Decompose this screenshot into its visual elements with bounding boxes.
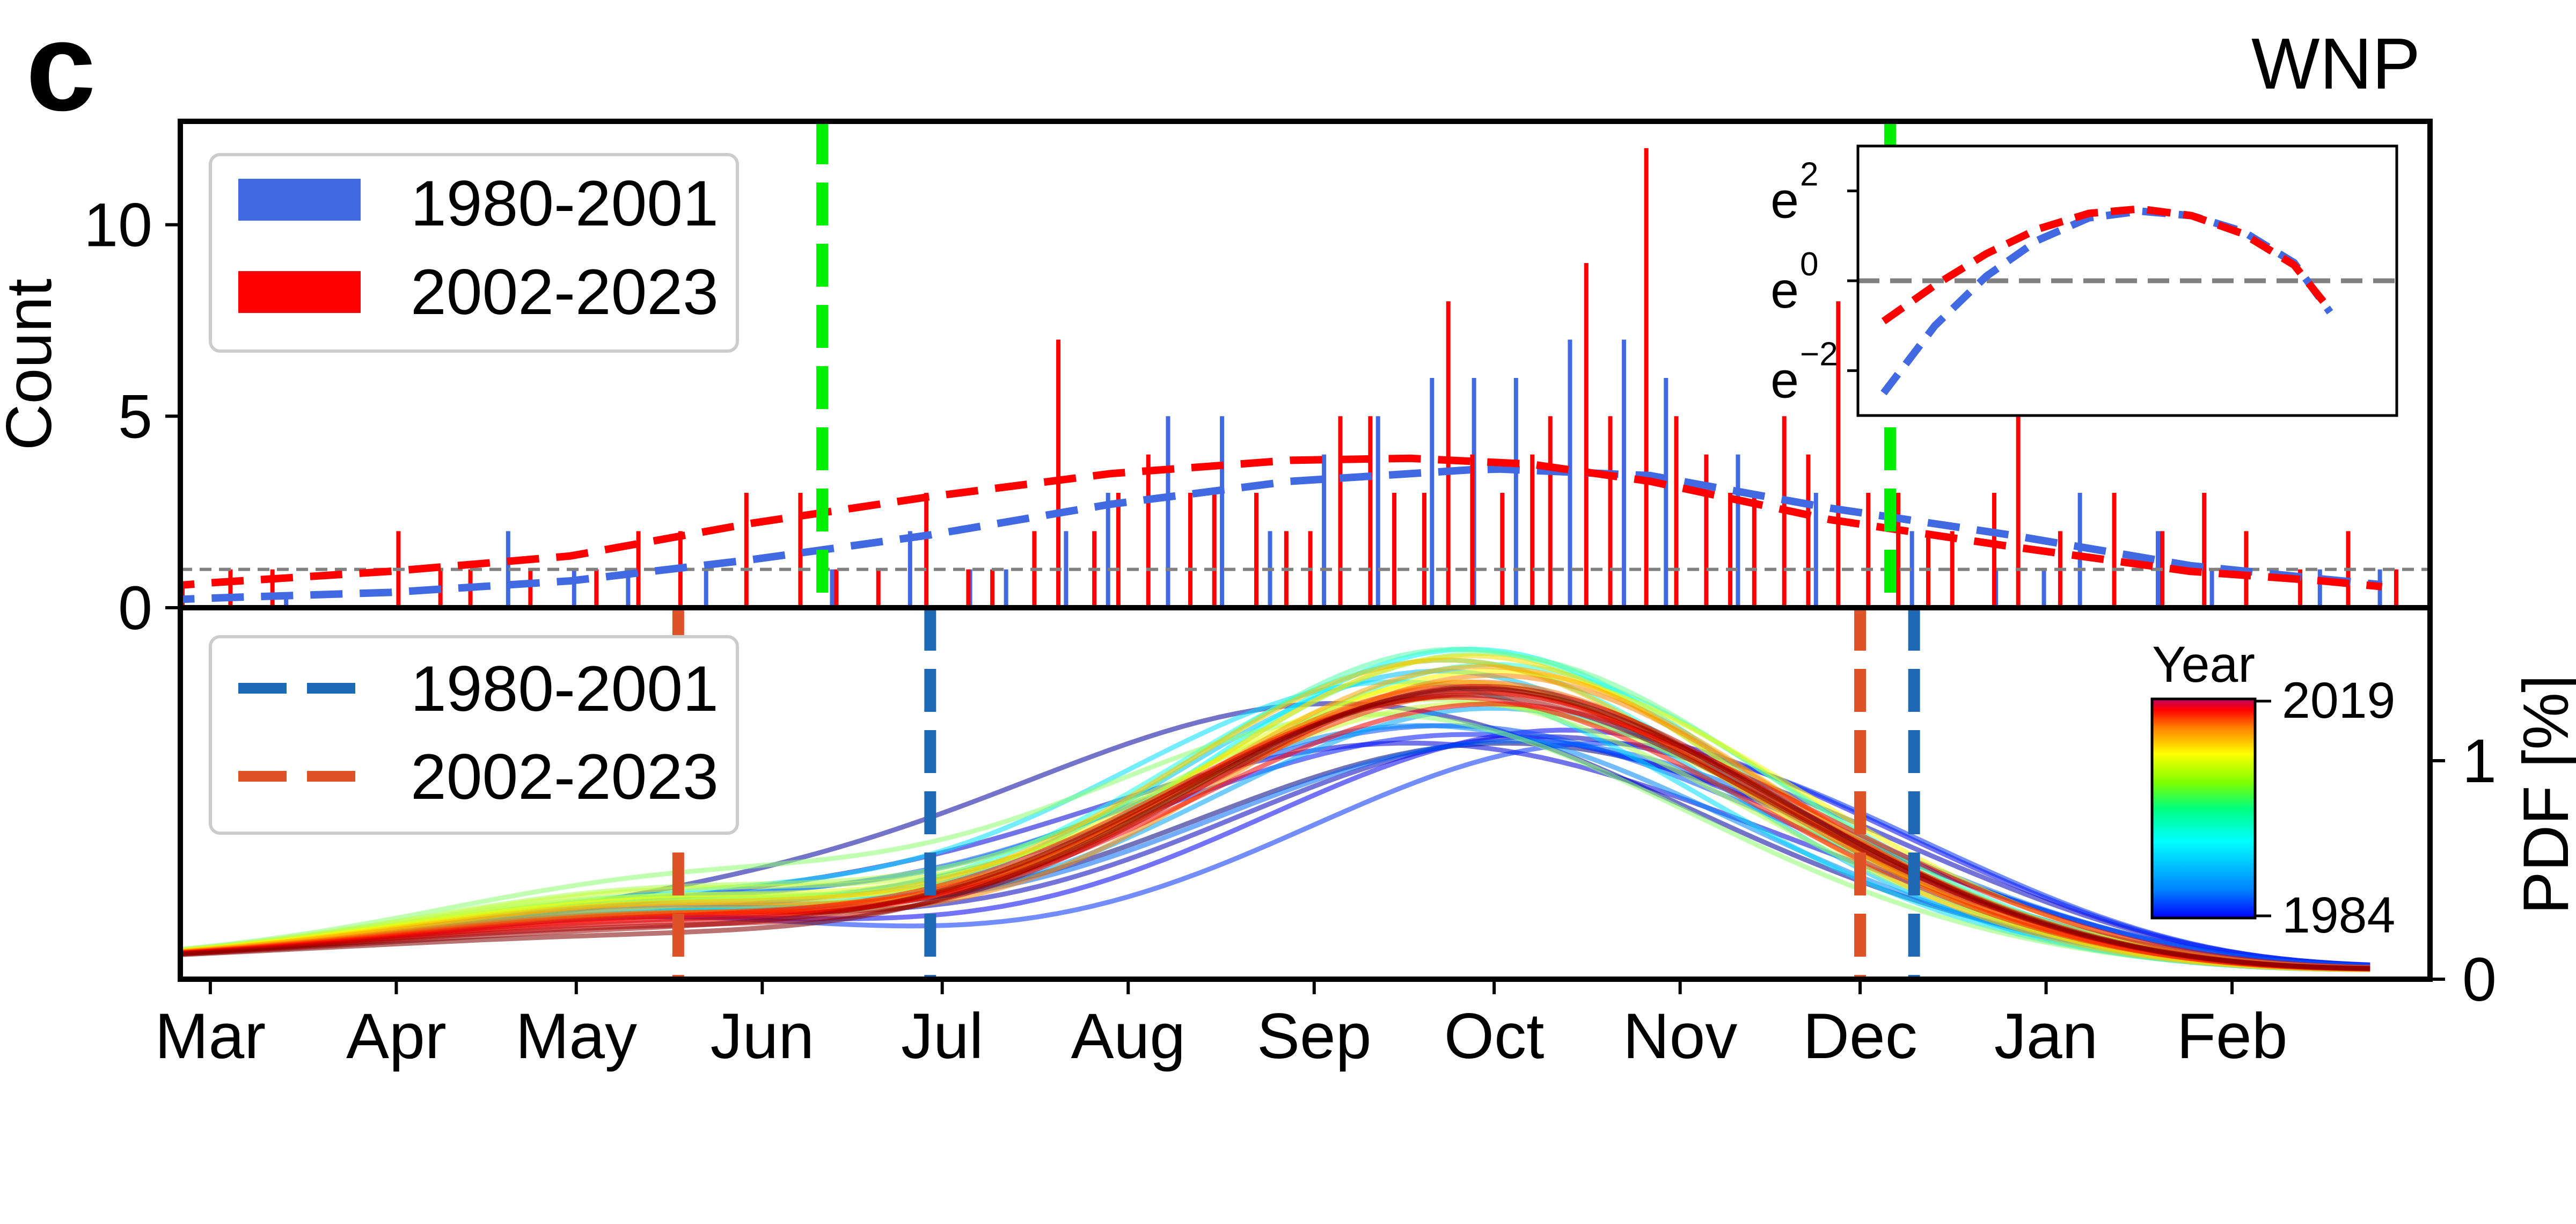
bottom-y-tick-label: 0 (2462, 945, 2497, 1014)
x-tick-label-Apr: Apr (346, 1000, 447, 1072)
pdf-curve-2002 (180, 712, 2370, 972)
inset-y-tick-label: e (1770, 172, 1799, 229)
x-tick-label-Feb: Feb (2177, 1000, 2288, 1072)
x-tick-label-Jul: Jul (901, 1000, 983, 1072)
bottom-legend-label-2002-2023: 2002-2023 (411, 741, 719, 813)
x-tick-label-May: May (515, 1000, 637, 1072)
fit-curve-1980-2001 (180, 465, 2383, 603)
top-y-tick-label: 0 (118, 574, 152, 643)
x-tick-label-Mar: Mar (155, 1000, 266, 1072)
inset-y-tick-exponent: 0 (1800, 246, 1818, 283)
legend-swatch-2002-2023 (238, 271, 361, 313)
colorbar-min-label: 1984 (2282, 887, 2395, 944)
bottom-legend: 1980-2001 2002-2023 (209, 635, 739, 835)
top-panel-marks (180, 121, 2430, 608)
top-y-axis: 0 5 10 (84, 191, 180, 643)
bottom-y-tick-label: 1 (2462, 727, 2497, 796)
colorbar-max-label: 2019 (2282, 672, 2395, 729)
legend-swatch-1980-2001 (238, 179, 361, 221)
panel-label: c (26, 0, 96, 137)
colorbar-gradient (2150, 697, 2257, 920)
inset-curve-2002-2023 (1881, 205, 2333, 325)
x-tick-label-Jan: Jan (1994, 1000, 2098, 1072)
inset-y-tick-label: e (1770, 262, 1799, 319)
bottom-legend-label-1980-2001: 1980-2001 (411, 653, 719, 725)
x-tick-label-Nov: Nov (1623, 1000, 1737, 1072)
inset-marks (1858, 205, 2397, 396)
bottom-panel: 01 PDF [%] Mar Apr May Jun Jul Aug Sep Oct Nov De… (155, 605, 2576, 1072)
inset-y-tick-label: e (1770, 352, 1799, 409)
x-tick-label-Jun: Jun (711, 1000, 814, 1072)
inset-y-tick-exponent: −2 (1800, 336, 1838, 373)
legend-label-2002-2023: 2002-2023 (411, 256, 719, 328)
fit-curve-2002-2023 (180, 454, 2383, 591)
x-tick-label-Sep: Sep (1257, 1000, 1372, 1072)
bottom-y-axis: 01 (2430, 727, 2497, 1014)
top-legend: 1980-2001 2002-2023 (209, 153, 739, 353)
inset-y-tick-exponent: 2 (1800, 156, 1818, 193)
x-tick-label-Dec: Dec (1803, 1000, 1917, 1072)
bottom-panel-frame (178, 605, 2433, 982)
x-axis: Mar Apr May Jun Jul Aug Sep Oct Nov Dec Jan Feb (155, 979, 2288, 1072)
legend-label-1980-2001: 1980-2001 (411, 167, 719, 239)
colorbar-title: Year (2152, 636, 2255, 693)
bottom-panel-marks (180, 608, 2370, 979)
bottom-y-axis-label: PDF [%] (2510, 675, 2576, 915)
x-tick-label-Aug: Aug (1071, 1000, 1185, 1072)
top-y-axis-label: Count (0, 279, 65, 450)
x-tick-label-Oct: Oct (1444, 1000, 1545, 1072)
top-y-tick-label: 5 (118, 382, 152, 451)
pdf-curve-2019 (180, 686, 2370, 971)
top-y-tick-label: 10 (84, 191, 152, 260)
colorbar: Year 2019 1984 (2150, 636, 2395, 944)
inset-chart: e 2e 0e −2 (1770, 144, 2398, 417)
region-label: WNP (2251, 23, 2420, 104)
inset-y-axis: e 2e 0e −2 (1770, 156, 1858, 409)
